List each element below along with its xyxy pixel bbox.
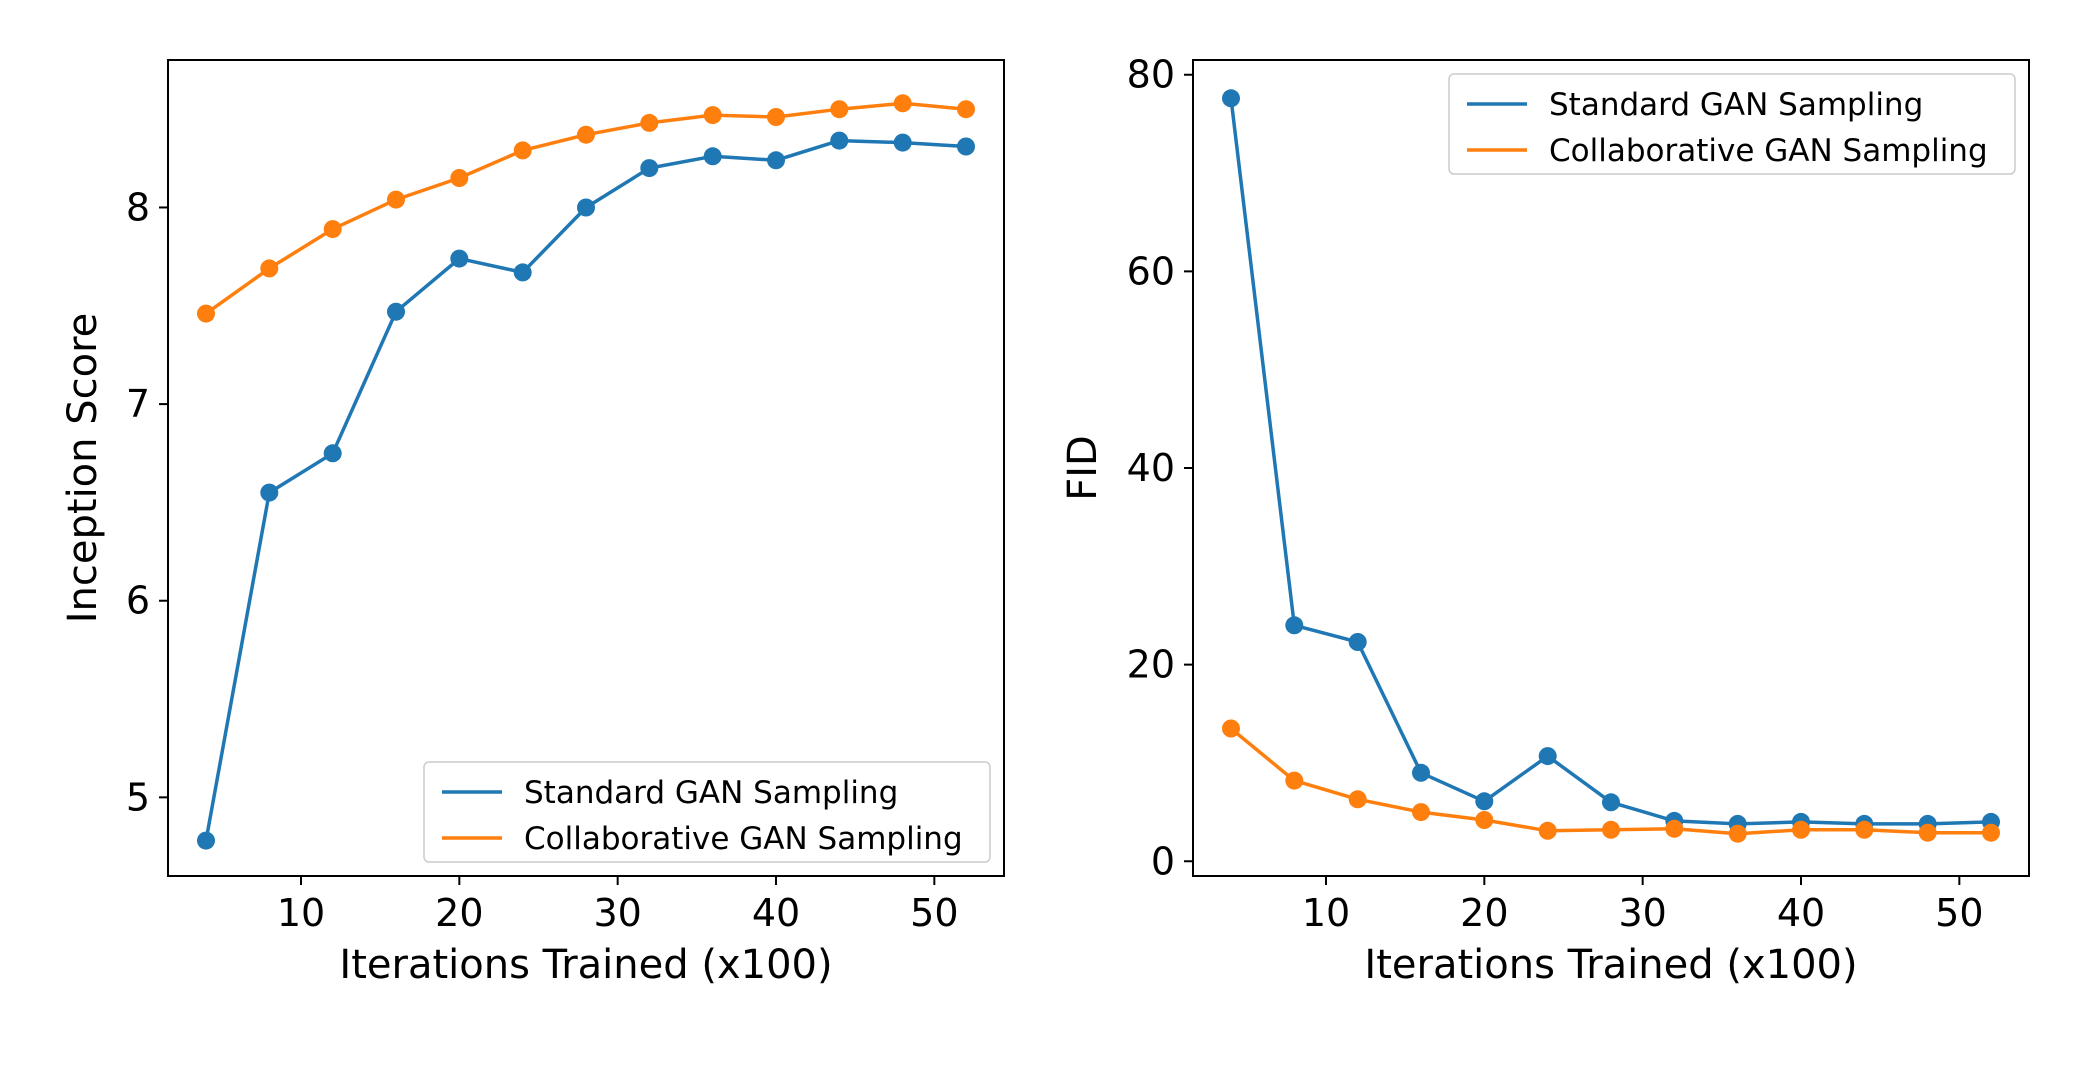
x-tick-label-0: 10 [277,891,325,935]
fid-chart: 10 20 30 40 50 0 20 40 60 80 Iterations Trained (x… [1060,53,2030,988]
data-point-0-4 [1475,792,1494,811]
series-line-0 [204,138,967,841]
data-point-0-2 [323,444,342,463]
data-point-1-7 [1665,819,1684,838]
legend-label-1: Collaborative GAN Sampling [1549,133,1988,169]
data-point-1-6 [1602,820,1620,839]
data-point-1-7 [640,113,659,132]
axes-frame [167,59,1005,877]
data-point-0-4 [450,249,469,268]
data-point-1-11 [1918,823,1937,842]
data-point-1-5 [513,141,532,160]
data-point-0-3 [1412,763,1430,782]
data-point-0-9 [767,151,785,170]
x-tick-label-4: 50 [910,891,958,935]
data-point-1-2 [323,220,342,239]
legend: Standard GAN Sampling Collaborative GAN S… [1448,73,2016,175]
data-point-0-6 [1602,793,1620,812]
data-point-1-4 [450,169,469,187]
x-tick-label-2: 30 [593,891,641,935]
y-tick-label-4: 80 [1127,53,1175,97]
legend-box [423,761,991,863]
data-point-1-8 [703,106,722,125]
legend: Standard GAN Sampling Collaborative GAN S… [423,761,991,863]
x-axis-label: Iterations Trained (x100) [1364,942,1857,988]
data-point-1-0 [1222,719,1240,738]
y-tick-label-1: 6 [126,579,150,623]
data-point-1-3 [387,190,405,209]
data-point-1-0 [197,304,215,323]
data-point-1-3 [1412,803,1430,822]
data-point-0-5 [513,263,532,282]
data-point-1-10 [830,100,849,119]
series-line-1 [1229,727,1991,836]
series-line-0 [1229,98,1992,826]
data-point-0-2 [1348,633,1367,651]
legend-label-0: Standard GAN Sampling [524,775,898,811]
x-tick-label-3: 40 [1777,891,1825,935]
data-point-1-4 [1475,811,1494,829]
inception-score-chart: 10 20 30 40 50 5 6 7 8 Iterations Trained (x100) I… [60,59,1005,988]
y-tick-label-3: 60 [1127,249,1175,293]
y-axis-label: FID [1060,435,1106,501]
data-point-0-0 [1222,89,1240,108]
data-point-1-9 [1792,820,1810,839]
data-point-0-12 [957,137,975,156]
y-tick-label-0: 0 [1151,839,1175,883]
x-tick-label-1: 20 [1460,891,1508,935]
x-tick-label-0: 10 [1302,891,1350,935]
y-tick-label-2: 7 [126,382,150,426]
data-point-0-1 [1285,616,1304,635]
data-point-1-6 [577,125,595,144]
data-point-1-2 [1348,790,1367,809]
legend-label-0: Standard GAN Sampling [1549,87,1923,123]
data-point-0-3 [387,302,405,321]
x-axis-label: Iterations Trained (x100) [339,942,832,988]
data-point-1-1 [260,259,279,278]
data-point-0-0 [197,831,215,850]
x-tick-label-4: 50 [1935,891,1983,935]
data-point-0-10 [830,131,849,150]
y-tick-label-1: 20 [1127,643,1175,687]
data-point-1-8 [1728,824,1747,843]
data-point-0-7 [640,159,659,178]
data-point-1-12 [957,100,975,119]
data-point-0-8 [703,147,722,166]
data-point-1-5 [1538,821,1557,840]
data-point-0-11 [893,133,912,152]
x-tick-label-3: 40 [752,891,800,935]
data-point-1-9 [767,108,785,126]
legend-box [1448,73,2016,175]
data-point-1-11 [893,94,912,113]
data-point-1-1 [1285,771,1304,790]
y-tick-label-2: 40 [1127,446,1175,490]
y-tick-label-3: 8 [126,185,150,229]
data-point-0-5 [1538,747,1557,766]
x-tick-label-2: 30 [1618,891,1666,935]
data-point-0-1 [260,483,279,502]
legend-label-1: Collaborative GAN Sampling [524,821,963,857]
data-point-0-6 [577,198,595,217]
x-tick-label-1: 20 [435,891,483,935]
y-axis-label: Inception Score [60,313,106,624]
data-point-1-10 [1855,820,1874,839]
axes-frame [1192,59,2030,877]
data-point-1-12 [1982,823,2000,842]
y-tick-label-0: 5 [126,775,150,819]
